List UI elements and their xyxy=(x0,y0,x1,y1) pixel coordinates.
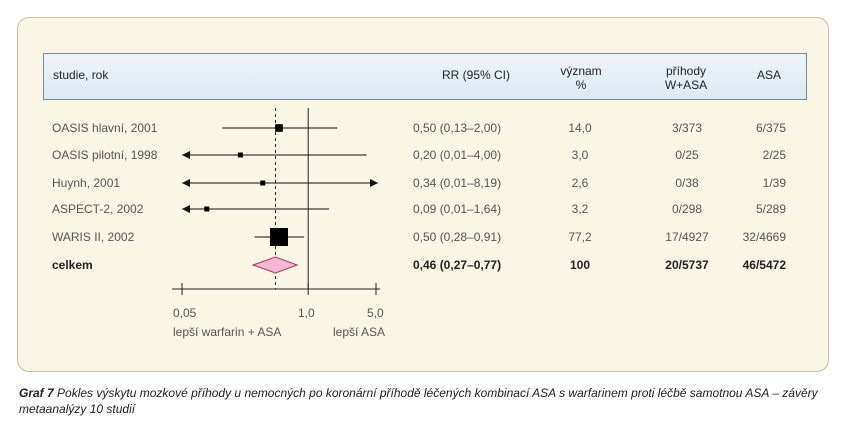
total-events-asa: 46/5472 xyxy=(742,258,786,272)
caption-label: Graf 7 xyxy=(19,386,54,400)
row-study: OASIS pilotní, 1998 xyxy=(52,148,158,162)
ci-arrow-right xyxy=(370,179,378,187)
row-events-asa: 6/375 xyxy=(755,121,786,135)
total-study: celkem xyxy=(52,258,93,272)
ci-arrow-left xyxy=(182,205,190,213)
header-weight-line2: % xyxy=(575,78,587,92)
header-events: příhody W+ASA xyxy=(646,64,726,92)
row-events-w: 0/298 xyxy=(671,202,703,216)
row-study: Huynh, 2001 xyxy=(52,176,121,190)
tick-label: 1,0 xyxy=(298,306,315,320)
ci-arrow-left xyxy=(182,151,190,159)
row-rr: 0,20 (0,01–4,00) xyxy=(413,148,502,162)
ci-arrow-left xyxy=(182,179,190,187)
study-estimate-square xyxy=(260,180,266,186)
row-events-asa: 32/4669 xyxy=(742,230,786,244)
row-weight: 77,2 xyxy=(568,230,592,244)
tick-label: 5,0 xyxy=(367,306,384,320)
row-study: ASPECT-2, 2002 xyxy=(52,202,144,216)
row-rr: 0,50 (0,13–2,00) xyxy=(413,121,502,135)
axis-right-label: lepší ASA xyxy=(333,325,386,339)
header-study: studie, rok xyxy=(53,68,109,82)
header-weight: význam % xyxy=(541,64,621,92)
row-weight: 2,6 xyxy=(571,176,589,190)
tick-label: 0,05 xyxy=(173,306,197,320)
row-rr: 0,34 (0,01–8,19) xyxy=(413,176,502,190)
row-events-asa: 5/289 xyxy=(755,202,786,216)
axis-left-label: lepší warfarin + ASA xyxy=(173,325,282,339)
study-estimate-square xyxy=(270,228,288,246)
row-weight: 3,2 xyxy=(571,202,589,216)
header-rr: RR (95% CI) xyxy=(441,68,510,82)
total-weight: 100 xyxy=(569,258,591,272)
row-rr: 0,09 (0,01–1,64) xyxy=(413,202,502,216)
study-estimate-square xyxy=(204,206,210,212)
row-events-w: 0/38 xyxy=(675,176,699,190)
study-estimate-square xyxy=(237,152,243,158)
header-weight-line1: význam xyxy=(560,64,602,78)
row-study: OASIS hlavní, 2001 xyxy=(52,121,158,135)
total-rr: 0,46 (0,27–0,77) xyxy=(413,258,502,272)
row-events-asa: 1/39 xyxy=(762,176,786,190)
row-rr: 0,50 (0,28–0,91) xyxy=(413,230,502,244)
header-asa: ASA xyxy=(756,68,781,82)
table-header: studie, rok RR (95% CI) význam % příhody… xyxy=(43,53,807,100)
study-estimate-square xyxy=(275,124,283,132)
header-events-line2: W+ASA xyxy=(664,78,708,92)
row-study: WARIS II, 2002 xyxy=(52,230,135,244)
row-events-w: 17/4927 xyxy=(665,230,709,244)
row-events-asa: 2/25 xyxy=(762,148,786,162)
row-events-w: 3/373 xyxy=(671,121,703,135)
header-events-line1: příhody xyxy=(665,64,707,78)
row-weight: 14,0 xyxy=(568,121,592,135)
figure-caption: Graf 7 Pokles výskytu mozkové příhody u … xyxy=(19,385,829,417)
total-events-w: 20/5737 xyxy=(665,258,709,272)
row-events-w: 0/25 xyxy=(675,148,699,162)
caption-text: Pokles výskytu mozkové příhody u nemocný… xyxy=(19,386,818,416)
row-weight: 3,0 xyxy=(571,148,589,162)
pooled-diamond xyxy=(251,256,299,274)
